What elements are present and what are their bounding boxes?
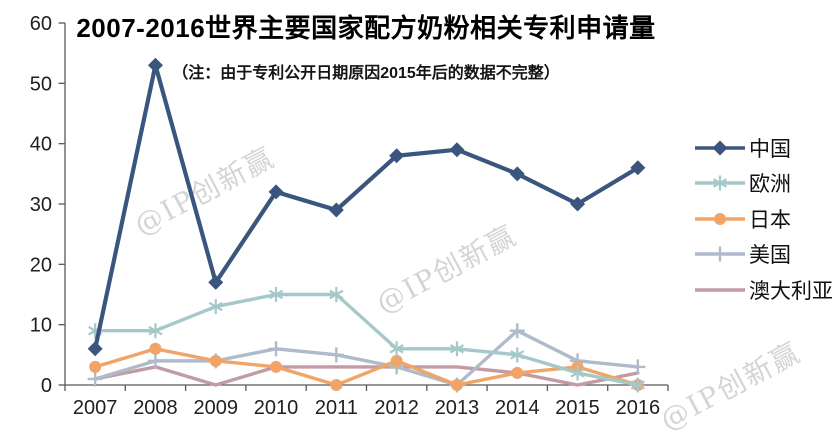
x-axis-tick-label: 2014 bbox=[495, 397, 540, 419]
x-axis-tick-label: 2016 bbox=[616, 397, 661, 419]
marker-diamond-icon bbox=[328, 202, 344, 218]
marker-star-icon bbox=[712, 175, 728, 191]
marker-diamond-icon bbox=[147, 57, 163, 73]
marker-plus-icon bbox=[712, 246, 728, 262]
series-china bbox=[87, 57, 646, 357]
x-axis-tick-label: 2008 bbox=[133, 397, 178, 419]
legend-diamond-sample-icon bbox=[695, 140, 745, 156]
marker-circle-icon bbox=[209, 354, 222, 367]
marker-circle-icon bbox=[270, 360, 283, 373]
marker-diamond-icon bbox=[208, 274, 224, 290]
series-line-australia bbox=[93, 365, 640, 387]
legend-item-europe: 欧洲 bbox=[694, 166, 833, 202]
chart-title: 2007-2016世界主要国家配方奶粉相关专利申请量 bbox=[76, 13, 656, 43]
marker-star-icon bbox=[389, 341, 404, 357]
x-axis-tick-label: 2007 bbox=[73, 397, 118, 419]
x-axis-tick-label: 2015 bbox=[555, 397, 600, 419]
legend-label-china: 中国 bbox=[749, 137, 791, 161]
series-europe bbox=[88, 287, 645, 393]
legend-label-australia: 澳大利亚 bbox=[749, 279, 833, 303]
marker-diamond-icon bbox=[712, 140, 728, 156]
y-axis-tick-label: 30 bbox=[30, 194, 52, 216]
y-axis-tick-label: 20 bbox=[30, 254, 52, 276]
legend-plus-sample-icon bbox=[695, 246, 745, 262]
marker-plus-icon bbox=[87, 371, 103, 387]
marker-circle-icon bbox=[89, 360, 102, 373]
marker-plus-icon bbox=[630, 359, 646, 375]
marker-circle-icon bbox=[390, 354, 403, 367]
series-line-china bbox=[93, 63, 640, 351]
chart-legend: 中国欧洲日本美国澳大利亚 bbox=[694, 130, 833, 308]
x-axis-tick-label: 2010 bbox=[254, 397, 299, 419]
y-axis-tick-label: 0 bbox=[41, 375, 52, 397]
series-line-europe bbox=[93, 292, 640, 387]
legend-item-china: 中国 bbox=[694, 130, 833, 166]
x-axis-tick-label: 2009 bbox=[194, 397, 239, 419]
marker-plus-icon bbox=[268, 341, 284, 357]
marker-plus-icon bbox=[509, 323, 525, 339]
marker-diamond-icon bbox=[509, 166, 525, 182]
marker-plus-icon bbox=[147, 353, 163, 369]
series-line-usa bbox=[93, 329, 640, 387]
marker-diamond-icon bbox=[570, 196, 586, 212]
marker-diamond-icon bbox=[268, 184, 284, 200]
marker-diamond-icon bbox=[630, 160, 646, 176]
y-axis-tick-label: 50 bbox=[30, 73, 52, 95]
marker-diamond-icon bbox=[87, 341, 103, 357]
marker-circle-icon bbox=[330, 379, 343, 391]
marker-star-icon bbox=[570, 365, 585, 381]
y-axis-tick-label: 60 bbox=[30, 13, 52, 35]
series-line-japan bbox=[93, 347, 640, 387]
marker-star-icon bbox=[208, 299, 223, 315]
legend-circle-sample-icon bbox=[695, 212, 745, 225]
marker-star-icon bbox=[630, 377, 645, 393]
marker-star-icon bbox=[269, 287, 284, 302]
series-australia bbox=[93, 365, 640, 387]
marker-circle-icon bbox=[450, 379, 463, 391]
legend-item-usa: 美国 bbox=[694, 237, 833, 273]
x-axis-tick-label: 2013 bbox=[435, 397, 480, 419]
legend-item-japan: 日本 bbox=[694, 201, 833, 237]
chart-subtitle: （注：由于专利公开日期原因2015年后的数据不完整） bbox=[172, 65, 560, 82]
marker-circle-icon bbox=[714, 212, 726, 225]
legend-none-sample-icon bbox=[695, 287, 745, 292]
x-axis-tick-label: 2012 bbox=[374, 397, 419, 419]
y-axis-tick-label: 10 bbox=[30, 315, 52, 337]
marker-circle-icon bbox=[149, 342, 162, 355]
marker-star-icon bbox=[510, 347, 525, 363]
marker-star-icon bbox=[148, 323, 163, 339]
legend-item-australia: 澳大利亚 bbox=[694, 272, 833, 308]
x-axis-tick-label: 2011 bbox=[315, 397, 358, 419]
legend-label-japan: 日本 bbox=[749, 208, 791, 232]
marker-diamond-icon bbox=[389, 148, 405, 164]
marker-circle-icon bbox=[511, 366, 524, 379]
marker-star-icon bbox=[449, 341, 464, 357]
marker-diamond-icon bbox=[449, 142, 465, 158]
marker-star-icon bbox=[329, 287, 344, 302]
legend-label-europe: 欧洲 bbox=[749, 173, 791, 197]
legend-label-usa: 美国 bbox=[749, 244, 791, 268]
legend-star-sample-icon bbox=[695, 175, 745, 191]
marker-plus-icon bbox=[328, 347, 344, 363]
y-axis-tick-label: 40 bbox=[30, 134, 52, 156]
